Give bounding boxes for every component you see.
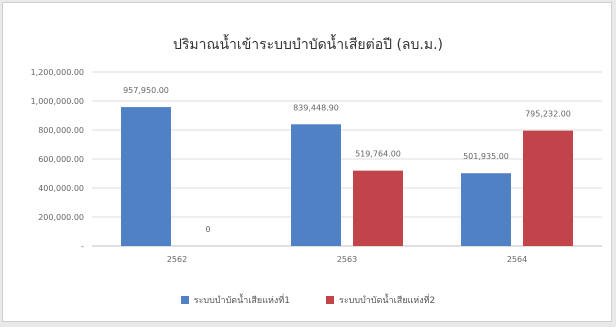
y-tick-label: 200,000.00 (38, 213, 84, 222)
chart-title: ปริมาณน้ำเข้าระบบบำบัดน้ำเสียต่อปี (ลบ.ม… (173, 37, 443, 53)
x-tick-label: 2563 (337, 255, 357, 264)
legend-swatch-series-1 (180, 296, 189, 304)
x-tick-label: 2562 (167, 255, 187, 264)
data-label: 501,935.00 (463, 152, 509, 161)
data-label: 957,950.00 (123, 86, 169, 95)
legend-item-series-1: ระบบบำบัดน้ำเสียแห่งที่1 (180, 293, 290, 307)
data-label: 839,448.90 (293, 103, 339, 112)
legend-item-series-2: ระบบบำบัดน้ำเสียแห่งที่2 (326, 293, 435, 307)
data-label: 519,764.00 (355, 150, 401, 159)
data-label: 0 (205, 225, 210, 234)
x-tick-label: 2564 (507, 255, 527, 264)
y-tick-label: 1,000,000.00 (31, 97, 84, 106)
y-tick-label: 800,000.00 (38, 126, 84, 135)
bar-series-1 (461, 173, 511, 246)
legend-label-series-1: ระบบบำบัดน้ำเสียแห่งที่1 (193, 296, 290, 306)
data-label: 795,232.00 (525, 110, 571, 119)
bar-series-2 (523, 130, 573, 246)
y-tick-label: - (81, 242, 84, 251)
bar-series-1 (291, 124, 341, 246)
y-tick-label: 400,000.00 (38, 184, 84, 193)
y-tick-label: 600,000.00 (38, 155, 84, 164)
bar-series-1 (121, 107, 171, 246)
legend-label-series-2: ระบบบำบัดน้ำเสียแห่งที่2 (339, 296, 436, 306)
bar-series-2 (353, 170, 403, 246)
chart-legend: ระบบบำบัดน้ำเสียแห่งที่1 ระบบบำบัดน้ำเสี… (0, 293, 616, 307)
y-tick-label: 1,200,000.00 (31, 68, 84, 77)
legend-swatch-series-2 (326, 296, 334, 304)
